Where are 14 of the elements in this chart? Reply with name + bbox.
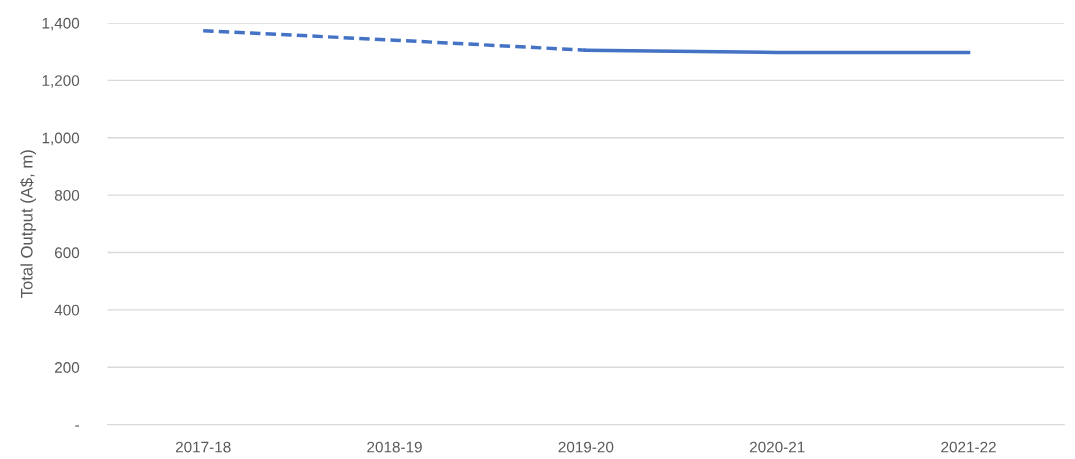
x-tick-label: 2018-19 — [367, 441, 422, 453]
y-tick-label: 800 — [54, 189, 80, 201]
y-axis-title: Total Output (A$, m) — [20, 150, 36, 298]
y-tick-label: 1,200 — [42, 75, 80, 88]
y-tick-label: - — [75, 425, 80, 427]
y-tick-label: 600 — [55, 247, 80, 259]
y-tick-label: 1,000 — [42, 132, 80, 146]
x-tick-label: 2020-21 — [749, 441, 805, 453]
x-tick-label: 2019-20 — [558, 441, 614, 453]
y-tick-label: 1,400 — [42, 17, 80, 31]
x-tick-label: 2017-18 — [175, 441, 231, 453]
y-tick-label: 200 — [55, 362, 80, 373]
x-tick-label: 2021-22 — [941, 441, 996, 453]
y-tick-label: 400 — [54, 304, 80, 316]
